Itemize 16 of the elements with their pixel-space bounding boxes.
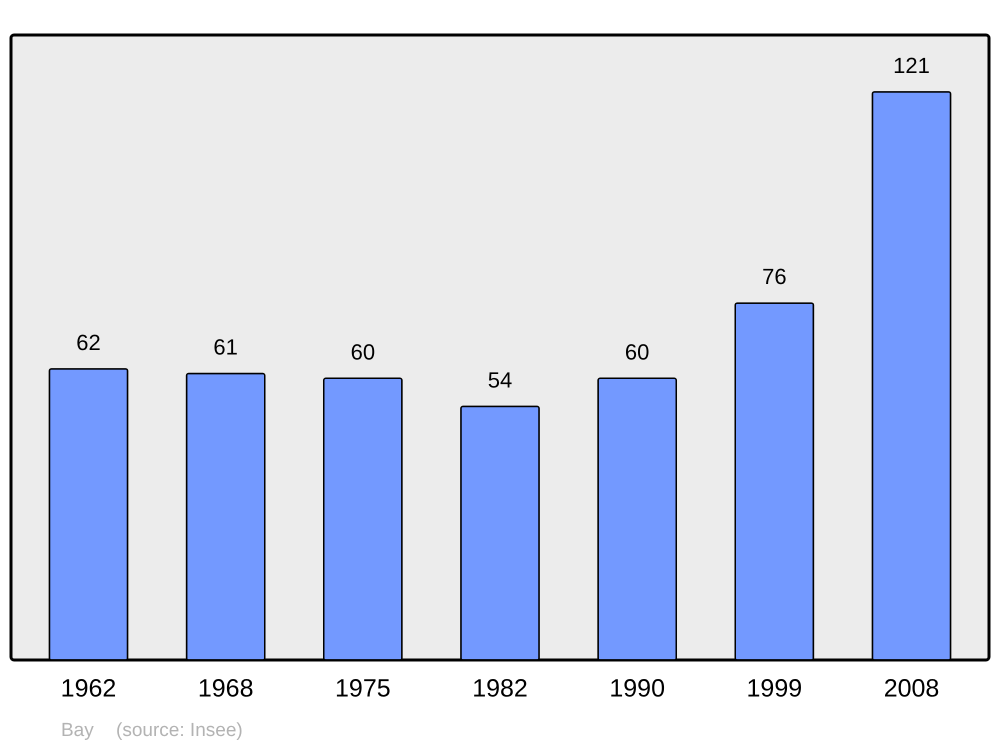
x-tick-label: 1962 [60, 674, 116, 702]
text: (source: Insee) [116, 720, 243, 741]
data-label: 61 [213, 334, 238, 360]
x-tick-label: 1968 [198, 674, 254, 702]
data-label: 60 [624, 339, 650, 364]
x-tick-label: 1975 [335, 674, 391, 702]
data-label: 60 [350, 339, 376, 364]
x-tick-label: 1999 [746, 674, 802, 702]
data-label: 62 [76, 330, 101, 355]
x-tick-label: 1982 [472, 674, 528, 702]
text: Bay [61, 720, 94, 741]
data-label: 76 [762, 264, 787, 290]
x-tick-label: 2008 [884, 674, 940, 702]
data-label: 54 [488, 367, 512, 392]
x-tick-label: 1990 [609, 674, 665, 702]
data-label: 121 [893, 52, 930, 78]
